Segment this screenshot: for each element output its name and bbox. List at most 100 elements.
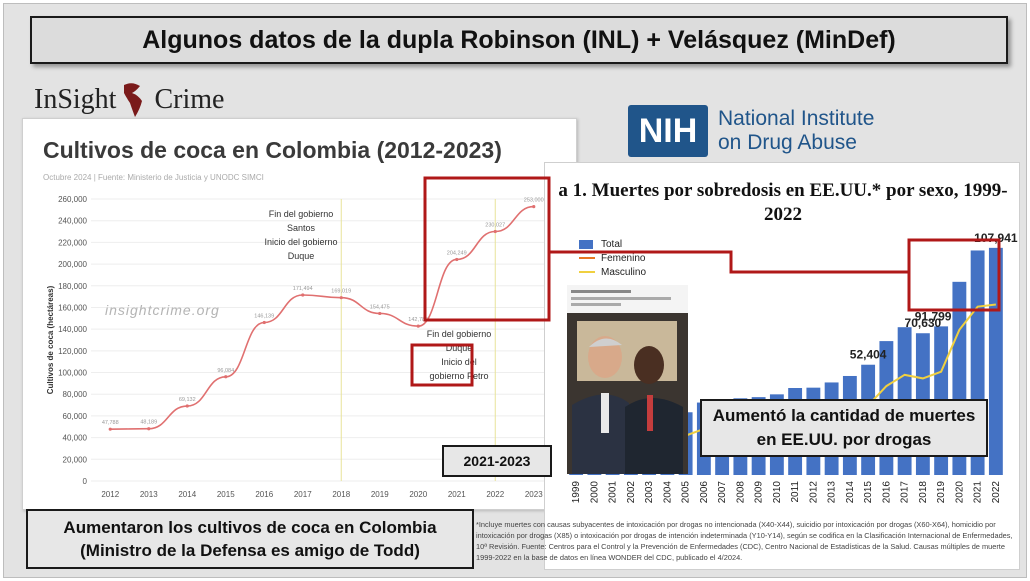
coca-ytick-label: 20,000 xyxy=(63,455,88,464)
coca-xtick-label: 2015 xyxy=(217,490,235,499)
coca-xtick-label: 2020 xyxy=(409,490,427,499)
overdose-xtick-label: 2005 xyxy=(681,481,692,504)
coca-annotation-duque-petro: gobierno Petro xyxy=(429,371,488,381)
callout-period: 2021-2023 xyxy=(442,445,552,477)
overdose-xtick-label: 2001 xyxy=(608,481,619,504)
overdose-xtick-label: 2019 xyxy=(936,481,947,504)
nih-logo: NIH National Institute on Drug Abuse xyxy=(628,104,874,158)
coca-data-label: 47,788 xyxy=(102,420,119,426)
coca-data-point xyxy=(455,257,459,262)
overdose-xtick-label: 2007 xyxy=(717,481,728,504)
coca-data-label: 171,494 xyxy=(293,286,313,292)
coca-data-point xyxy=(301,293,305,297)
coca-data-label: 169,019 xyxy=(331,289,351,295)
overdose-xtick-label: 2002 xyxy=(626,481,637,504)
coca-data-label: 154,475 xyxy=(370,304,390,310)
coca-annotation-duque-petro: Fin del gobierno xyxy=(427,329,492,339)
coca-xtick-label: 2017 xyxy=(294,490,312,499)
overdose-xtick-label: 2015 xyxy=(863,481,874,504)
coca-annotation-santos-duque: Santos xyxy=(287,223,316,233)
coca-annotation-santos-duque: Duque xyxy=(288,251,315,261)
callout-eeuu-deaths: Aumentó la cantidad de muertes en EE.UU.… xyxy=(700,399,988,457)
coca-ytick-label: 220,000 xyxy=(58,238,87,247)
coca-data-point xyxy=(224,375,228,379)
insight-crime-logo: InSight Crime xyxy=(34,80,244,120)
coca-ytick-label: 180,000 xyxy=(58,282,87,291)
overdose-footnote: *Incluye muertes con causas subyacentes … xyxy=(476,520,1013,562)
overdose-xtick-label: 2021 xyxy=(973,481,984,504)
overdose-xtick-label: 1999 xyxy=(571,481,582,504)
coca-data-label: 96,084 xyxy=(217,368,234,374)
overdose-xtick-label: 2018 xyxy=(918,481,929,504)
coca-ytick-label: 240,000 xyxy=(58,217,87,226)
coca-data-label: 48,189 xyxy=(140,420,157,426)
overdose-xtick-label: 2016 xyxy=(881,481,892,504)
coca-watermark: insightcrime.org xyxy=(105,302,220,318)
overdose-xtick-label: 2003 xyxy=(644,481,655,504)
coca-xtick-label: 2023 xyxy=(525,490,543,499)
nih-logo-line2: on Drug Abuse xyxy=(718,131,857,154)
coca-ytick-label: 80,000 xyxy=(63,390,88,399)
coca-ytick-label: 260,000 xyxy=(58,195,87,204)
coca-data-point xyxy=(108,427,112,431)
nih-logo-box: NIH xyxy=(628,105,708,157)
overdose-data-label: 91,799 xyxy=(915,309,952,323)
coca-data-label: 230,027 xyxy=(485,223,505,229)
coca-annotation-duque-petro: Inicio del xyxy=(441,357,477,367)
overdose-xtick-label: 2012 xyxy=(808,481,819,504)
overdose-chart-title: a 1. Muertes por sobredosis en EE.UU.* p… xyxy=(558,180,1008,225)
logo-text-right: Crime xyxy=(154,84,225,115)
coca-xtick-label: 2018 xyxy=(332,490,350,499)
coca-data-point xyxy=(378,311,382,316)
coca-data-label: 253,000 xyxy=(524,198,544,204)
coca-data-label: 146,139 xyxy=(254,313,274,319)
coca-data-point xyxy=(185,404,189,408)
coca-annotation-santos-duque: Fin del gobierno xyxy=(269,209,334,219)
coca-data-label: 142,785 xyxy=(408,317,428,323)
coca-xtick-label: 2012 xyxy=(101,490,119,499)
coca-data-label: 204,249 xyxy=(447,250,467,256)
overdose-legend-label: Femenino xyxy=(601,253,646,264)
overdose-xtick-label: 2004 xyxy=(662,481,673,504)
overdose-xtick-label: 2020 xyxy=(954,481,965,504)
overdose-xtick-label: 2013 xyxy=(827,481,838,504)
overdose-data-label: 70,630 xyxy=(905,316,942,330)
overdose-xtick-label: 2009 xyxy=(754,481,765,504)
coca-data-point xyxy=(532,204,536,209)
coca-xtick-label: 2013 xyxy=(140,490,158,499)
coca-xtick-label: 2021 xyxy=(448,490,466,499)
coca-annotation-duque-petro: Duque xyxy=(446,343,473,353)
overdose-xtick-label: 2011 xyxy=(790,481,801,503)
overdose-bar xyxy=(988,247,1003,475)
coca-ytick-label: 160,000 xyxy=(58,303,87,312)
callout-colombia-coca: Aumentaron los cultivos de coca en Colom… xyxy=(26,509,474,569)
overdose-data-label: 107,941 xyxy=(974,231,1018,245)
logo-text-left: InSight xyxy=(34,84,117,115)
nih-logo-line1: National Institute xyxy=(718,107,875,130)
coca-annotation-santos-duque: Inicio del gobierno xyxy=(264,237,337,247)
nih-logo-text: National Institute on Drug Abuse xyxy=(718,107,874,155)
coca-ytick-label: 100,000 xyxy=(58,369,87,378)
coca-ytick-label: 200,000 xyxy=(58,260,87,269)
coca-ytick-label: 120,000 xyxy=(58,347,87,356)
slide: Algunos datos de la dupla Robinson (INL)… xyxy=(3,3,1027,578)
photo-image xyxy=(567,285,688,474)
overdose-xtick-label: 2006 xyxy=(699,481,710,504)
overdose-xtick-label: 2017 xyxy=(900,481,911,504)
coca-chart-title: Cultivos de coca en Colombia (2012-2023) xyxy=(43,137,502,163)
overdose-legend-label: Masculino xyxy=(601,267,646,278)
overdose-data-label: 52,404 xyxy=(850,348,887,362)
coca-xtick-label: 2022 xyxy=(486,490,504,499)
coca-data-point xyxy=(416,324,420,328)
overdose-legend-swatch xyxy=(579,240,593,249)
overdose-xtick-label: 2008 xyxy=(735,481,746,504)
overdose-xtick-label: 2014 xyxy=(845,481,856,504)
coca-data-point xyxy=(262,320,266,325)
coca-data-point xyxy=(339,296,343,300)
coca-xtick-label: 2016 xyxy=(255,490,273,499)
coca-ylabel: Cultivos de coca (hectáreas) xyxy=(46,285,55,394)
coca-ytick-label: 40,000 xyxy=(63,434,88,443)
coca-data-point xyxy=(493,229,497,234)
coca-chart-source: Octubre 2024 | Fuente: Ministerio de Jus… xyxy=(43,173,264,182)
overdose-xtick-label: 2010 xyxy=(772,481,783,504)
